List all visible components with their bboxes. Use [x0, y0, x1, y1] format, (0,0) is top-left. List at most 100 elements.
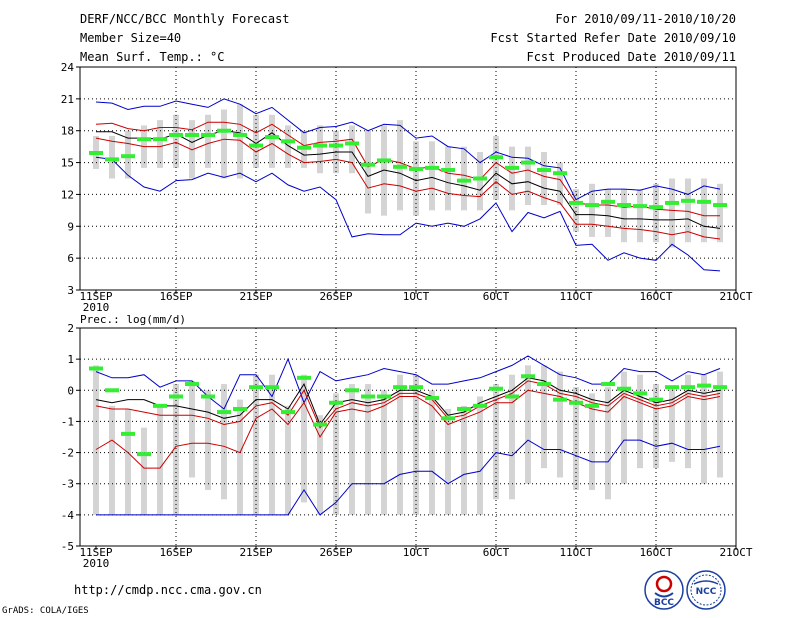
precipitation-obs-marker: [521, 374, 535, 379]
precipitation-spread-low-line: [95, 389, 721, 469]
precipitation-box: [365, 384, 371, 515]
temperature-box: [621, 189, 627, 243]
precipitation-obs-marker: [185, 382, 199, 387]
precipitation-box: [157, 405, 163, 515]
temperature-obs-marker: [473, 176, 487, 181]
precipitation-ytick-label: -3: [61, 478, 74, 491]
temperature-obs-marker: [377, 158, 391, 163]
precipitation-subtitle: Prec.: log(mm/d): [80, 313, 186, 326]
temperature-ytick-label: 24: [61, 61, 75, 74]
precipitation-xtick-label: 6OCT: [483, 546, 510, 559]
precipitation-obs-marker: [281, 410, 295, 415]
temperature-obs-marker: [217, 128, 231, 133]
grads-credit: GrADS: COLA/IGES: [2, 606, 89, 616]
temperature-box: [253, 114, 259, 168]
precipitation-obs-marker: [633, 391, 647, 396]
temperature-xtick-label: 21SEP: [239, 290, 272, 303]
temperature-ytick-label: 12: [61, 188, 74, 201]
precipitation-box: [701, 374, 707, 484]
precipitation-obs-marker: [681, 385, 695, 390]
temperature-obs-marker: [393, 164, 407, 169]
precipitation-mean-line: [95, 377, 721, 426]
precipitation-max-line: [95, 355, 721, 410]
precipitation-box: [141, 427, 147, 515]
precipitation-obs-marker: [329, 400, 343, 405]
precipitation-box: [109, 405, 115, 515]
temperature-box: [589, 183, 595, 237]
temperature-obs-marker: [89, 151, 103, 156]
temperature-box: [573, 189, 579, 232]
temperature-obs-marker: [233, 132, 247, 137]
temperature-xtick-label: 21OCT: [719, 290, 752, 303]
precipitation-box: [93, 365, 99, 515]
precipitation-box: [173, 384, 179, 515]
temperature-obs-marker: [569, 200, 583, 205]
temperature-box: [637, 189, 643, 243]
precipitation-box: [461, 405, 467, 515]
temperature-max-line: [95, 98, 721, 201]
temperature-spread-low-line: [95, 137, 721, 240]
ncc-logo-text: NCC: [696, 587, 717, 597]
temperature-box: [365, 130, 371, 214]
precipitation-obs-marker: [585, 403, 599, 408]
temperature-box: [701, 178, 707, 243]
precipitation-frame: [79, 327, 737, 547]
precipitation-obs-marker: [137, 452, 151, 457]
temperature-obs-marker: [281, 139, 295, 144]
temperature-box: [109, 136, 115, 179]
temperature-ytick-label: 3: [67, 284, 74, 297]
precipitation-box: [621, 371, 627, 484]
precipitation-xtick-label: 11OCT: [559, 546, 592, 559]
precipitation-box: [333, 393, 339, 515]
precipitation-box: [509, 374, 515, 500]
precipitation-obs-marker: [505, 394, 519, 399]
precipitation-box: [525, 365, 531, 484]
precipitation-box: [669, 387, 675, 462]
precipitation-obs-marker: [169, 394, 183, 399]
precipitation-obs-marker: [665, 385, 679, 390]
precipitation-box: [589, 393, 595, 490]
precipitation-obs-marker: [313, 422, 327, 427]
precipitation-box: [445, 408, 451, 515]
temperature-box: [509, 146, 515, 211]
precipitation-xtick-sublabel: 2010: [83, 557, 110, 570]
temperature-obs-marker: [105, 157, 119, 162]
temperature-xtick-label: 1OCT: [403, 290, 430, 303]
precipitation-xtick-label: 11SEP: [79, 546, 112, 559]
precipitation-obs-marker: [265, 385, 279, 390]
precipitation-obs-marker: [617, 386, 631, 391]
source-url[interactable]: http://cmdp.ncc.cma.gov.cn: [74, 583, 262, 597]
precipitation-obs-marker: [345, 388, 359, 393]
temperature-box: [477, 151, 483, 211]
precipitation-obs-marker: [409, 385, 423, 390]
temperature-obs-marker: [489, 155, 503, 160]
temperature-ytick-label: 15: [61, 157, 74, 170]
temperature-mean-line: [96, 130, 721, 229]
precipitation-ytick-label: -4: [61, 509, 75, 522]
precipitation-obs-marker: [105, 388, 119, 393]
temperature-box: [525, 146, 531, 206]
temperature-box: [221, 109, 227, 179]
precipitation-ytick-label: -1: [61, 415, 74, 428]
precipitation-box: [189, 380, 195, 478]
precipitation-box: [397, 374, 403, 515]
precipitation-obs-marker: [89, 366, 103, 371]
precipitation-box: [205, 390, 211, 490]
temperature-obs-marker: [441, 168, 455, 173]
temperature-obs-marker: [633, 204, 647, 209]
temperature-obs-marker: [713, 203, 727, 208]
precipitation-box: [317, 415, 323, 515]
precipitation-box: [301, 374, 307, 503]
temperature-box: [413, 141, 419, 216]
precipitation-obs-marker: [201, 394, 215, 399]
precipitation-obs-marker: [217, 410, 231, 415]
precipitation-obs-marker: [121, 431, 135, 436]
precipitation-box: [605, 387, 611, 500]
precipitation-ytick-label: 2: [67, 322, 74, 335]
precipitation-obs-marker: [377, 394, 391, 399]
temperature-obs-marker: [457, 178, 471, 183]
temperature-box: [173, 114, 179, 168]
precipitation-xtick-label: 16OCT: [639, 546, 672, 559]
precipitation-xtick-label: 16SEP: [159, 546, 192, 559]
temperature-obs-marker: [185, 132, 199, 137]
